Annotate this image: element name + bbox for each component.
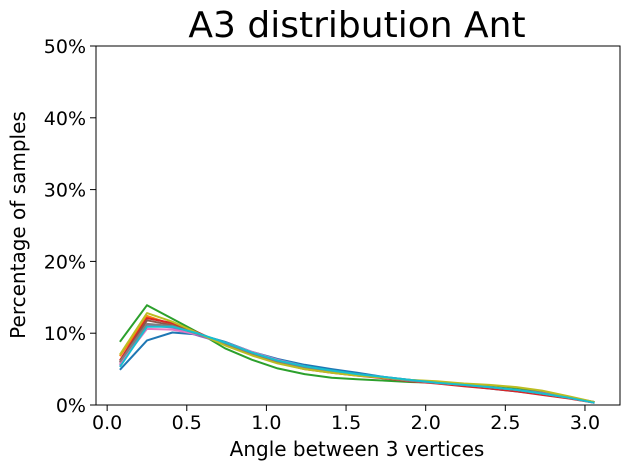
- x-tick-label: 2.5: [490, 412, 520, 434]
- y-tick-label: 0%: [56, 395, 86, 417]
- y-tick-label: 20%: [44, 251, 86, 273]
- x-tick-label: 0.0: [92, 412, 122, 434]
- y-tick-label: 40%: [44, 108, 86, 130]
- series-line-9: [119, 312, 595, 404]
- x-tick-label: 1.5: [331, 412, 361, 434]
- y-tick-label: 10%: [44, 323, 86, 345]
- y-tick-label: 50%: [44, 36, 86, 58]
- y-tick-label: 30%: [44, 180, 86, 202]
- y-axis-ticks: 0% 10% 20% 30% 40% 50%: [44, 36, 96, 417]
- series-group: [119, 304, 595, 404]
- x-tick-label: 0.5: [172, 412, 202, 434]
- x-tick-label: 2.0: [411, 412, 441, 434]
- chart-title: A3 distribution Ant: [188, 5, 525, 46]
- x-tick-label: 3.0: [570, 412, 600, 434]
- series-line-10: [119, 325, 595, 404]
- plot-frame: [95, 45, 621, 406]
- x-axis-label: Angle between 3 vertices: [230, 437, 485, 461]
- x-axis-ticks: 0.0 0.5 1.0 1.5 2.0 2.5 3.0: [92, 405, 600, 434]
- x-tick-label: 1.0: [251, 412, 281, 434]
- y-axis-label: Percentage of samples: [6, 111, 30, 339]
